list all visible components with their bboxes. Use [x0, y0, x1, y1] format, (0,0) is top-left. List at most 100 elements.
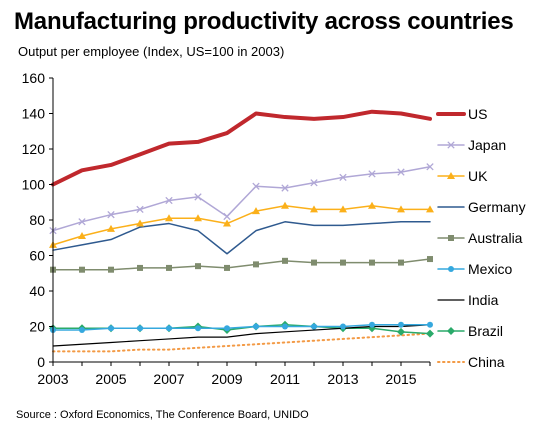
x-tick-label: 2011	[270, 371, 300, 387]
x-tick-label: 2015	[385, 371, 416, 387]
data-point-japan	[339, 173, 347, 182]
legend-item-mexico: Mexico	[437, 261, 513, 277]
legend-marker	[448, 266, 454, 272]
data-point-australia	[79, 266, 85, 273]
data-point-uk	[281, 201, 289, 209]
x-tick-label: 2009	[211, 371, 242, 387]
data-point-uk	[78, 231, 86, 239]
series-mexico	[50, 321, 433, 334]
data-point-japan	[368, 170, 376, 178]
data-point-australia	[195, 263, 201, 270]
legend: US Japan UK Germany Australia Mexico India Braz…	[436, 106, 526, 370]
data-point-uk	[165, 214, 173, 222]
legend-label: Mexico	[468, 261, 513, 277]
data-point-uk	[310, 205, 318, 213]
data-point-mexico	[137, 325, 143, 332]
data-point-mexico	[195, 325, 201, 332]
data-point-mexico	[224, 325, 230, 332]
series-line-india	[52, 324, 431, 347]
x-tick-label: 2005	[95, 371, 126, 387]
data-point-uk	[397, 205, 405, 213]
legend-label: China	[468, 354, 505, 370]
x-tick-label: 2007	[153, 371, 184, 387]
data-point-australia	[253, 261, 259, 268]
data-point-australia	[224, 264, 230, 271]
legend-item-australia: Australia	[437, 230, 523, 246]
data-point-uk	[107, 224, 115, 232]
series-us	[51, 109, 432, 187]
data-point-mexico	[340, 323, 346, 330]
y-tick-label: 40	[29, 283, 45, 299]
legend-item-japan: Japan	[437, 137, 506, 153]
series-layer	[49, 109, 434, 353]
legend-item-uk: UK	[437, 168, 488, 184]
legend-label: UK	[468, 168, 488, 184]
y-tick-label: 160	[22, 70, 46, 86]
legend-marker	[447, 327, 455, 335]
series-japan	[49, 163, 434, 235]
y-tick-label: 120	[22, 141, 46, 157]
data-point-australia	[311, 259, 317, 266]
data-point-australia	[108, 266, 114, 273]
legend-label: Brazil	[468, 323, 503, 339]
y-tick-label: 140	[22, 106, 46, 122]
data-point-australia	[369, 259, 375, 266]
legend-marker	[447, 141, 455, 149]
series-line-germany	[52, 221, 431, 255]
series-line-uk	[52, 205, 431, 246]
data-point-uk	[223, 219, 231, 227]
data-point-japan	[252, 182, 260, 190]
series-germany	[52, 221, 431, 255]
legend-item-india: India	[437, 292, 499, 308]
chart-title: Manufacturing productivity across countr…	[14, 8, 514, 35]
data-point-japan	[107, 211, 115, 219]
chart-subtitle: Output per employee (Index, US=100 in 20…	[18, 44, 285, 59]
data-point-japan	[165, 196, 173, 205]
series-line-us	[51, 109, 432, 187]
legend-marker	[448, 235, 454, 241]
series-australia	[50, 256, 433, 273]
x-tick-label: 2013	[327, 371, 358, 387]
data-point-japan	[194, 193, 202, 201]
data-point-mexico	[166, 325, 172, 332]
data-point-japan	[78, 218, 86, 226]
source-note: Source : Oxford Economics, The Conferenc…	[16, 409, 309, 421]
legend-item-china: China	[437, 354, 505, 370]
data-point-mexico	[282, 323, 288, 330]
y-tick-label: 0	[37, 354, 45, 370]
series-uk	[49, 201, 434, 248]
y-tick-label: 20	[29, 319, 45, 335]
data-point-uk	[252, 207, 260, 215]
legend-label: Australia	[468, 230, 523, 246]
series-india	[52, 324, 431, 347]
legend-label: Germany	[468, 199, 526, 215]
x-tick-label: 2003	[37, 371, 68, 387]
data-point-mexico	[398, 321, 404, 328]
data-point-uk	[426, 205, 434, 213]
legend-item-brazil: Brazil	[437, 323, 503, 339]
data-point-uk	[339, 205, 347, 213]
data-point-australia	[340, 259, 346, 266]
data-point-mexico	[108, 325, 114, 332]
y-tick-label: 80	[29, 212, 45, 228]
data-point-japan	[426, 163, 434, 171]
legend-item-germany: Germany	[437, 199, 526, 215]
series-line-china	[52, 332, 431, 353]
legend-label: Japan	[468, 137, 506, 153]
series-line-japan	[52, 166, 431, 232]
data-point-australia	[137, 264, 143, 271]
data-point-mexico	[253, 323, 259, 330]
series-line-australia	[52, 258, 431, 271]
data-point-japan	[136, 205, 144, 214]
data-point-japan	[223, 212, 231, 221]
data-point-japan	[281, 184, 289, 192]
data-point-japan	[310, 179, 318, 187]
data-point-mexico	[311, 323, 317, 330]
data-point-australia	[427, 256, 433, 263]
axes-layer: 0 20 40 60 80 100 120 140 160 2003 2005 2007 2009 201…	[22, 70, 431, 387]
data-point-uk	[368, 201, 376, 209]
data-point-mexico	[369, 321, 375, 328]
y-tick-label: 100	[22, 177, 46, 193]
data-point-australia	[166, 264, 172, 271]
